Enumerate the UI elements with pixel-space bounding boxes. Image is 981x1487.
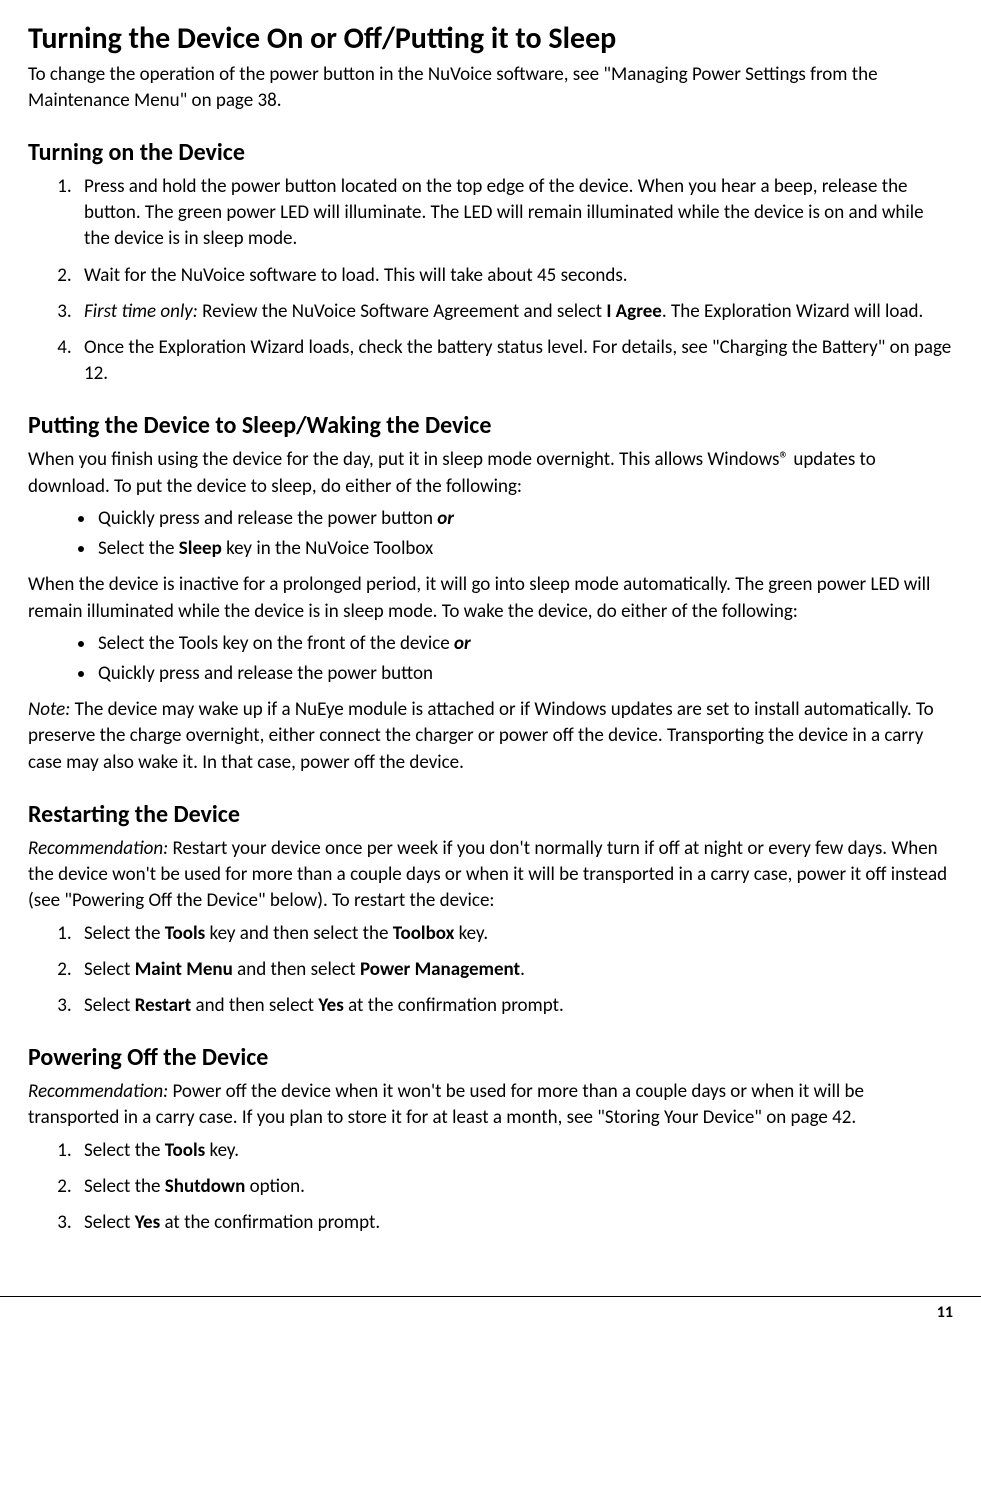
- list-item: Once the Exploration Wizard loads, check…: [76, 335, 953, 387]
- list-item: Wait for the NuVoice software to load. T…: [76, 263, 953, 289]
- list-item: Quickly press and release the power butt…: [96, 661, 953, 687]
- list-item: Press and hold the power button located …: [76, 174, 953, 253]
- bold-text: Yes: [318, 994, 344, 1017]
- list-item: Select Maint Menu and then select Power …: [76, 957, 953, 983]
- body-paragraph: When you finish using the device for the…: [28, 447, 953, 499]
- bold-text: Tools: [165, 1139, 205, 1162]
- body-text: Select: [84, 958, 135, 981]
- sleep-options-list: Quickly press and release the power butt…: [28, 506, 953, 562]
- emphasis-text: Recommendation:: [28, 837, 168, 860]
- body-text: at the confirmation prompt.: [344, 994, 564, 1017]
- page-number: 11: [937, 1303, 953, 1322]
- note-paragraph: Note: The device may wake up if a NuEye …: [28, 697, 953, 776]
- restart-steps-list: Select the Tools key and then select the…: [28, 921, 953, 1020]
- list-item: Select the Tools key on the front of the…: [96, 631, 953, 657]
- list-item: Select the Tools key.: [76, 1138, 953, 1164]
- bold-text: Sleep: [179, 537, 222, 560]
- section-heading-turning-on: Turning on the Device: [28, 138, 953, 168]
- body-text: Select: [84, 994, 135, 1017]
- bold-text: Yes: [135, 1211, 161, 1234]
- body-text: Review the NuVoice Software Agreement an…: [198, 300, 606, 323]
- bold-text: Shutdown: [165, 1175, 245, 1198]
- body-paragraph: When the device is inactive for a prolon…: [28, 572, 953, 624]
- emphasis-text: First time only:: [84, 300, 198, 323]
- poweroff-steps-list: Select the Tools key. Select the Shutdow…: [28, 1138, 953, 1237]
- body-text: Select the: [84, 1139, 165, 1162]
- bold-italic-text: or: [437, 507, 454, 530]
- body-text: and then select: [233, 958, 360, 981]
- list-item: Select Restart and then select Yes at th…: [76, 993, 953, 1019]
- bold-text: I Agree: [606, 300, 662, 323]
- bold-text: Maint Menu: [135, 958, 233, 981]
- wake-options-list: Select the Tools key on the front of the…: [28, 631, 953, 687]
- bold-text: Restart: [135, 994, 191, 1017]
- body-text: Quickly press and release the power butt…: [98, 507, 437, 530]
- turning-on-list: Press and hold the power button located …: [28, 174, 953, 388]
- list-item: Select the Tools key and then select the…: [76, 921, 953, 947]
- body-text: key in the NuVoice Toolbox: [222, 537, 434, 560]
- section-heading-restarting: Restarting the Device: [28, 800, 953, 830]
- body-text: .: [520, 958, 525, 981]
- body-text: Select: [84, 1211, 135, 1234]
- list-item: Select the Shutdown option.: [76, 1174, 953, 1200]
- body-text: Select the: [84, 922, 165, 945]
- recommendation-paragraph: Recommendation: Power off the device whe…: [28, 1079, 953, 1131]
- body-text: and then select: [191, 994, 318, 1017]
- bold-text: Tools: [165, 922, 205, 945]
- body-text: key and then select the: [205, 922, 392, 945]
- section-heading-powering-off: Powering Off the Device: [28, 1043, 953, 1073]
- bold-italic-text: or: [454, 632, 471, 655]
- page-title: Turning the Device On or Off/Putting it …: [28, 20, 953, 58]
- body-text: Select the: [84, 1175, 165, 1198]
- list-item: Select the Sleep key in the NuVoice Tool…: [96, 536, 953, 562]
- bold-text: Power Management: [360, 958, 520, 981]
- body-text: key.: [454, 922, 488, 945]
- intro-paragraph: To change the operation of the power but…: [28, 62, 953, 114]
- section-heading-sleep-wake: Putting the Device to Sleep/Waking the D…: [28, 411, 953, 441]
- bold-text: Toolbox: [393, 922, 455, 945]
- body-text: option.: [245, 1175, 305, 1198]
- page-content: Turning the Device On or Off/Putting it …: [0, 0, 981, 1236]
- list-item: Quickly press and release the power butt…: [96, 506, 953, 532]
- emphasis-text: Note:: [28, 698, 70, 721]
- emphasis-text: Recommendation:: [28, 1080, 168, 1103]
- body-text: . The Exploration Wizard will load.: [662, 300, 923, 323]
- recommendation-paragraph: Recommendation: Restart your device once…: [28, 836, 953, 915]
- list-item: Select Yes at the confirmation prompt.: [76, 1210, 953, 1236]
- body-text: at the confirmation prompt.: [160, 1211, 380, 1234]
- page-footer: 11: [0, 1296, 981, 1340]
- body-text: Select the: [98, 537, 179, 560]
- body-text: The device may wake up if a NuEye module…: [28, 698, 934, 773]
- list-item: First time only: Review the NuVoice Soft…: [76, 299, 953, 325]
- body-text: Select the Tools key on the front of the…: [98, 632, 454, 655]
- body-text: key.: [205, 1139, 239, 1162]
